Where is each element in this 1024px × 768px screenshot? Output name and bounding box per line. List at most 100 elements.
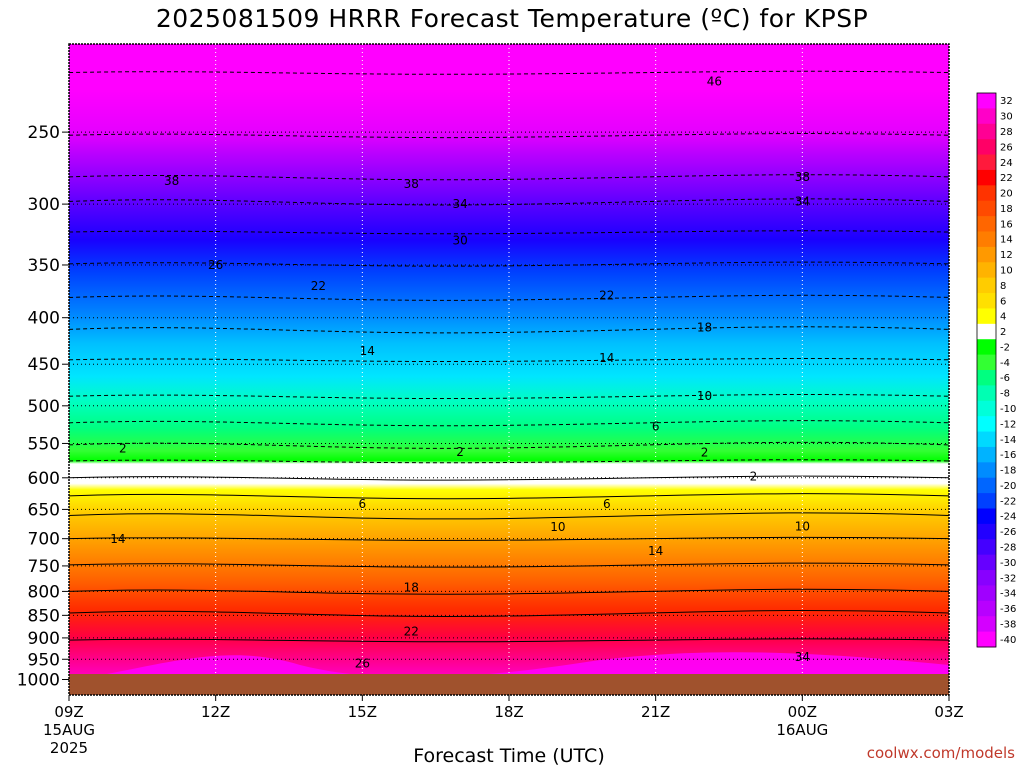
colorbar-swatch: [977, 277, 996, 294]
x-tick-year: 2025: [50, 739, 88, 757]
colorbar-label: -22: [1000, 496, 1016, 507]
contour-label: 10: [550, 520, 565, 534]
colorbar-swatch: [977, 570, 996, 586]
colorbar-swatch: [977, 370, 996, 386]
y-tick-label: 800: [28, 582, 60, 602]
contour-label: 14: [110, 532, 125, 546]
contour-label: 26: [355, 656, 370, 670]
colorbar-swatch: [977, 431, 996, 448]
colorbar-swatch: [977, 108, 996, 125]
contour-label: 18: [404, 580, 419, 594]
contour-line: [69, 588, 949, 595]
contour-line: [69, 562, 949, 568]
colorbar-label: 26: [1000, 142, 1013, 153]
contour-label: 14: [648, 544, 663, 558]
colorbar-swatch: [977, 246, 996, 263]
colorbar-label: 6: [1000, 296, 1006, 307]
colorbar-swatch: [977, 216, 996, 232]
contour-label: 34: [795, 650, 810, 664]
contour-label: 38: [164, 174, 179, 188]
colorbar-swatch: [977, 616, 996, 633]
y-tick-label: 950: [28, 650, 60, 670]
contour-label: 2: [119, 441, 127, 455]
colorbar-label: -20: [1000, 481, 1016, 492]
y-tick-label: 850: [28, 606, 60, 626]
colorbar-swatch: [977, 339, 996, 356]
contour-label: 22: [311, 279, 326, 293]
colorbar-label: 18: [1000, 204, 1013, 215]
y-axis: 250 300 350 400 450 500 550 600 650 700 750 800 850 9…: [17, 123, 69, 691]
y-tick-label: 750: [28, 557, 60, 577]
contour-label: 2: [701, 446, 709, 460]
contour-line: [69, 512, 949, 520]
colorbar-label: 10: [1000, 265, 1013, 276]
colorbar-swatch: [977, 154, 996, 171]
grid-lines: [69, 44, 949, 695]
colorbar-swatch: [977, 308, 996, 325]
colorbar-label: -18: [1000, 466, 1016, 477]
colorbar-swatch: [977, 539, 996, 556]
colorbar-swatch: [977, 385, 996, 402]
x-tick-label: 09Z: [54, 703, 83, 721]
x-tick-label: 00Z: [788, 703, 817, 721]
contour-label: 14: [360, 344, 375, 358]
x-tick-label: 03Z: [934, 703, 963, 721]
contour-label: 26: [208, 258, 223, 272]
contour-label: 2: [750, 469, 758, 483]
colorbar-swatch: [977, 446, 996, 463]
colorbar-label: 8: [1000, 281, 1006, 292]
colorbar-swatch: [977, 585, 996, 602]
y-tick-label: 550: [28, 434, 60, 454]
x-tick-date: 16AUG: [776, 721, 828, 739]
colorbar-label: 22: [1000, 173, 1013, 184]
chart-title: 2025081509 HRRR Forecast Temperature (ºC…: [156, 4, 868, 33]
colorbar-swatch: [977, 493, 996, 509]
colorbar-label: 20: [1000, 189, 1013, 200]
contour-line: [69, 493, 949, 500]
colorbar-label: -14: [1000, 435, 1016, 446]
colorbar-swatch: [977, 600, 996, 617]
ground-below-surface: [69, 674, 949, 695]
colorbar-label: -40: [1000, 635, 1016, 646]
x-tick-date: 15AUG: [43, 721, 95, 739]
y-tick-label: 400: [28, 309, 60, 329]
colorbar-swatch: [977, 231, 996, 248]
credit-text: coolwx.com/models: [867, 744, 1015, 762]
colorbar-label: -10: [1000, 404, 1016, 415]
colorbar-swatch: [977, 416, 996, 433]
colorbar-swatch: [977, 523, 996, 540]
contour-label: 30: [452, 234, 467, 248]
contour-label: 6: [603, 497, 611, 511]
colorbar-swatch: [977, 462, 996, 479]
colorbar-swatch: [977, 262, 996, 279]
contour-label: 22: [599, 288, 614, 302]
colorbar-label: -32: [1000, 573, 1016, 584]
y-tick-label: 700: [28, 530, 60, 550]
colorbar-label: -8: [1000, 389, 1010, 400]
colorbar-label: -2: [1000, 342, 1010, 353]
x-tick-label: 21Z: [641, 703, 670, 721]
colorbar-swatch: [977, 554, 996, 571]
contour-label: 2: [456, 445, 464, 459]
x-axis-label: Forecast Time (UTC): [413, 745, 604, 767]
y-tick-label: 650: [28, 500, 60, 520]
colorbar-label: -6: [1000, 373, 1010, 384]
contour-label: 34: [452, 197, 467, 211]
colorbar-frame: [976, 92, 997, 648]
contour-label: 10: [795, 520, 810, 534]
colorbar-swatch: [977, 139, 996, 156]
colorbar-swatch: [977, 477, 996, 494]
colorbar-swatch: [977, 200, 996, 217]
temperature-field: [69, 44, 949, 695]
colorbar-swatch: [977, 185, 996, 202]
colorbar-label: -26: [1000, 527, 1016, 538]
contour-label: 38: [404, 177, 419, 191]
y-tick-label: 450: [28, 355, 60, 375]
contour-label: 6: [652, 420, 660, 434]
colorbar-label: 2: [1000, 327, 1006, 338]
colorbar-swatch: [977, 631, 996, 648]
x-tick-label: 15Z: [348, 703, 377, 721]
